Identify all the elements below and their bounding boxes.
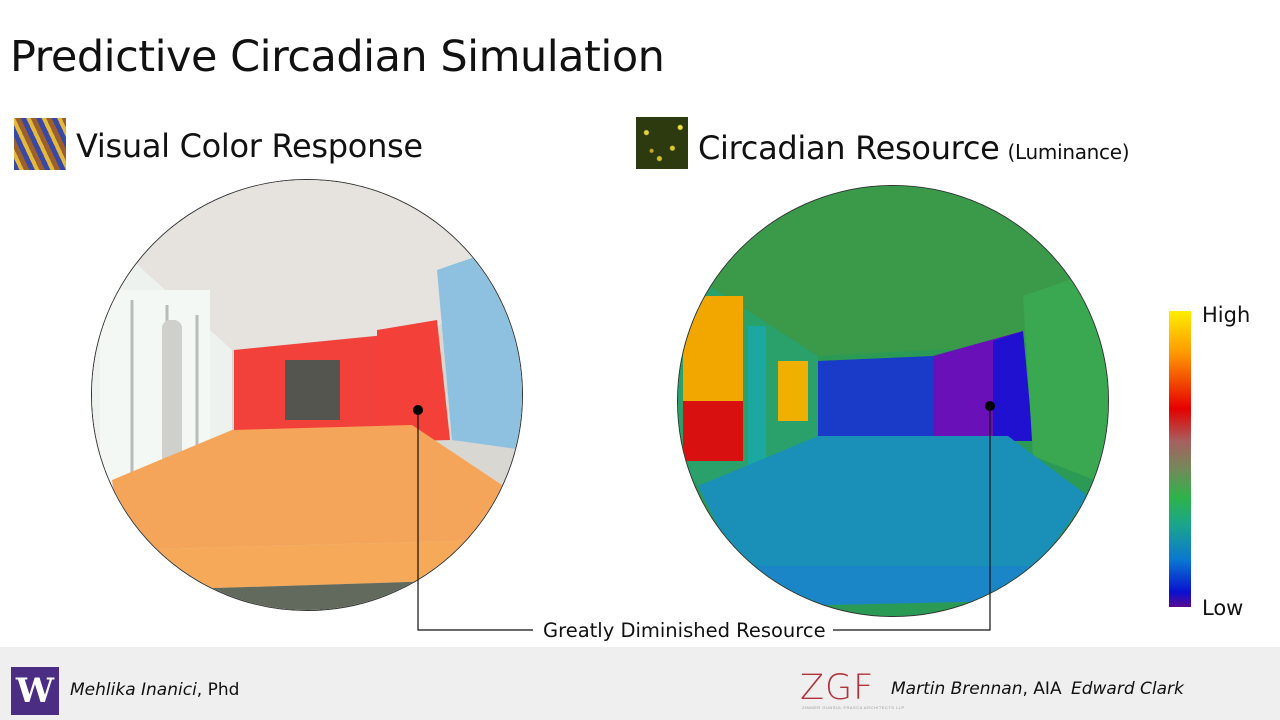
author-right-1-name: Martin Brennan [891,679,1023,699]
author-edward-clark: Edward Clark [1071,679,1184,699]
author-mehlika-inanici: Mehlika Inanici, Phd [70,680,239,700]
visual-color-response-heading: Visual Color Response [76,127,423,165]
circadian-resource-heading-text: Circadian Resource [698,129,1000,167]
uw-logo: W [11,667,59,715]
scale-low-label: Low [1202,596,1244,620]
visual-color-fisheye-image [91,179,523,611]
visual-color-rendering [92,180,522,610]
luminance-fisheye-image [677,185,1109,617]
footer-bar [0,647,1280,720]
luminance-rendering [678,186,1108,616]
greatly-diminished-resource-callout: Greatly Diminished Resource [543,619,826,642]
author-right-2-name: Edward Clark [1071,679,1184,699]
author-left-name: Mehlika Inanici [70,680,197,700]
circadian-resource-heading: Circadian Resource (Luminance) [698,129,1130,167]
author-martin-brennan: Martin Brennan, AIA [891,679,1062,699]
slide-title: Predictive Circadian Simulation [10,32,665,82]
author-right-1-title: , AIA [1022,679,1062,699]
scale-high-label: High [1202,303,1251,327]
luminance-note: (Luminance) [1007,140,1130,164]
retina-thumbnail [636,117,688,169]
cone-cells-thumbnail [14,118,66,170]
zgf-logo-subtext: ZIMMER GUNSUL FRASCA ARCHITECTS LLP [802,705,905,710]
zgf-logo: ZGF [800,668,875,708]
luminance-color-scale-bar [1169,311,1191,607]
author-left-title: , Phd [196,680,240,700]
